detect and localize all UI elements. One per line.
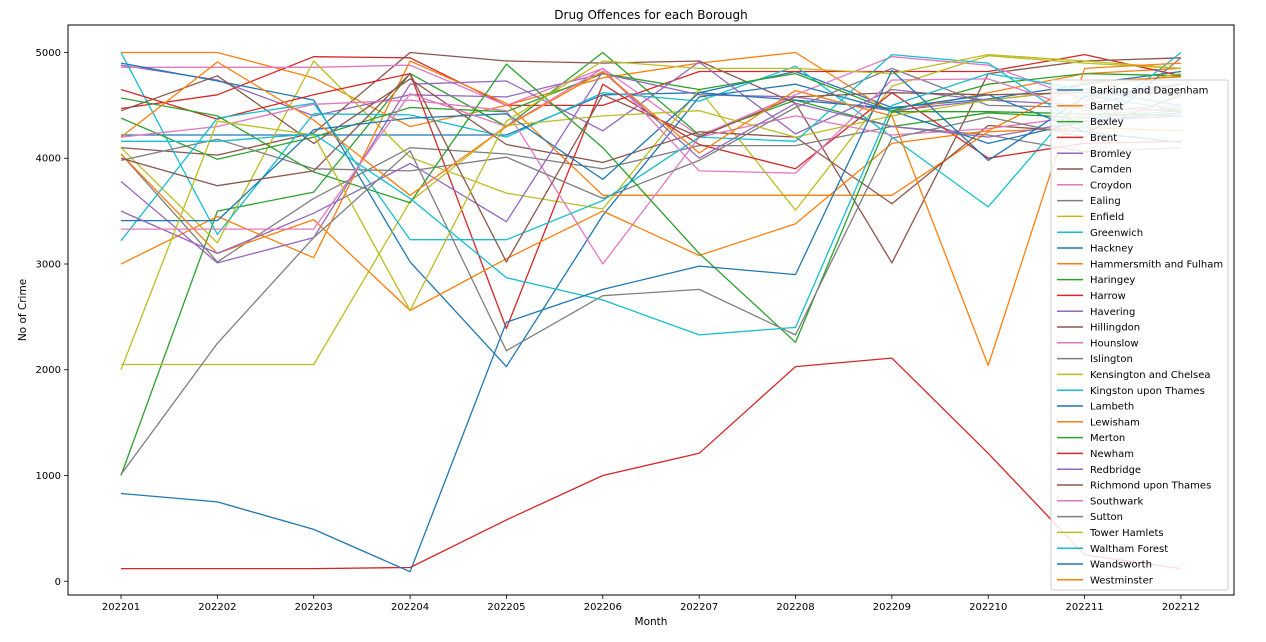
series-line-brent [120, 53, 1182, 110]
legend-label: Hackney [1090, 244, 1133, 255]
x-tick-label: 202211 [1066, 602, 1104, 613]
legend-label: Redbridge [1090, 465, 1141, 476]
plot-frame [67, 24, 1235, 596]
series-line-kingston-upon-thames [120, 51, 1182, 242]
legend-label: Hillingdon [1090, 323, 1140, 334]
legend-label: Harrow [1090, 291, 1126, 302]
series-line-southwark [121, 67, 1182, 230]
series-line-ealing [120, 125, 1182, 263]
x-tick-label: 202201 [102, 602, 140, 613]
series-line-tower-hamlets [120, 53, 1182, 370]
series-line-merton [120, 63, 1182, 343]
y-tick-label: 3000 [36, 259, 61, 270]
y-tick-label: 0 [55, 577, 61, 588]
series-line-hackney [120, 62, 1182, 368]
legend-label: Newham [1090, 449, 1134, 460]
legend-label: Hammersmith and Fulham [1090, 259, 1223, 270]
series-line-lambeth [121, 92, 1182, 222]
legend-label: Islington [1090, 354, 1133, 365]
x-tick-label: 202203 [295, 602, 333, 613]
series-line-newham [121, 357, 1182, 570]
x-tick-label: 202209 [873, 602, 911, 613]
legend-label: Camden [1090, 165, 1132, 176]
legend-label: Havering [1090, 307, 1135, 318]
legend-label: Bromley [1090, 149, 1132, 160]
series-line-barnet [121, 51, 1182, 128]
legend-label: Greenwich [1090, 228, 1143, 239]
legend-label: Lewisham [1090, 417, 1140, 428]
legend-label: Hounslow [1090, 338, 1139, 349]
legend: Barking and Dagenham Barnet Bexley Brent Bro… [1050, 79, 1229, 591]
legend-label: Wandsworth [1090, 560, 1152, 571]
series-line-westminster [120, 61, 1182, 367]
series-line-islington [120, 67, 1182, 200]
legend-label: Enfield [1090, 212, 1124, 223]
legend-label: Southwark [1090, 496, 1143, 507]
series-line-lewisham [120, 76, 1182, 312]
x-tick-label: 202210 [969, 602, 1007, 613]
x-tick-label: 202205 [487, 602, 525, 613]
y-axis-label: No of Crime [17, 279, 29, 341]
legend-label: Kingston upon Thames [1090, 386, 1205, 397]
legend-label: Brent [1090, 133, 1117, 144]
series-line-wandsworth [120, 69, 1182, 573]
x-tick-label: 202206 [584, 602, 622, 613]
legend-label: Haringey [1090, 275, 1135, 286]
legend-label: Kensington and Chelsea [1090, 370, 1211, 381]
legend-label: Lambeth [1090, 402, 1134, 413]
series-line-bexley [120, 51, 1182, 476]
x-axis-label: Month [635, 616, 668, 628]
y-tick-label: 2000 [36, 365, 61, 376]
series-line-waltham-forest [121, 72, 1182, 336]
x-tick-label: 202208 [776, 602, 814, 613]
legend-label: Merton [1090, 433, 1125, 444]
series-line-redbridge [120, 70, 1182, 255]
series-line-sutton [120, 57, 1182, 475]
legend-label: Westminster [1090, 575, 1154, 586]
legend-label: Barking and Dagenham [1090, 86, 1208, 97]
legend-label: Ealing [1090, 196, 1121, 207]
series-line-croydon [121, 56, 1182, 137]
legend-label: Richmond upon Thames [1090, 481, 1211, 492]
axis-layer: 202201 202202 202203 202204 202205 202206 2022… [36, 24, 1235, 613]
series-line-kensington-and-chelsea [121, 72, 1182, 366]
chart-title: Drug Offences for each Borough [554, 8, 747, 22]
series-line-haringey [120, 72, 1182, 160]
legend-label: Waltham Forest [1090, 544, 1168, 555]
y-tick-label: 4000 [36, 154, 61, 165]
legend-label: Tower Hamlets [1089, 528, 1164, 539]
legend-label: Sutton [1090, 512, 1123, 523]
y-tick-label: 5000 [36, 48, 61, 59]
legend-label: Bexley [1090, 117, 1124, 128]
legend-box [1050, 79, 1229, 591]
legend-label: Barnet [1090, 101, 1123, 112]
x-tick-label: 202212 [1162, 602, 1200, 613]
x-tick-label: 202202 [198, 602, 236, 613]
series-layer [120, 51, 1182, 573]
x-tick-label: 202204 [391, 602, 429, 613]
series-line-richmond-upon-thames [120, 72, 1182, 263]
series-line-enfield [120, 55, 1182, 244]
y-tick-label: 1000 [36, 471, 61, 482]
series-line-hammersmith-and-fulham [120, 60, 1182, 265]
x-tick-label: 202207 [680, 602, 718, 613]
legend-label: Croydon [1090, 180, 1132, 191]
